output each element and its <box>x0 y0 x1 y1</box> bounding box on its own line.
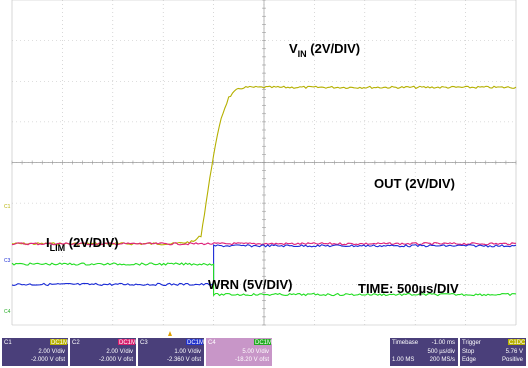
channel-tag-bg <box>186 339 203 345</box>
status-bar: C1 DC1M 2.00 V/div -2.000 V ofst C2 DC1M 2.00 … <box>2 338 526 366</box>
trigger-type: Edge <box>462 357 477 363</box>
channel-coupling: DC1M <box>119 340 136 346</box>
timebase-box[interactable] <box>390 338 458 366</box>
trigger-marker <box>168 331 172 336</box>
channel-offset: -2.000 V ofst <box>31 357 65 363</box>
ilim-label: ILIM (2V/DIV) <box>46 235 119 253</box>
channel-offset: -2.000 V ofst <box>99 357 133 363</box>
timebase-div: 500 µs/div <box>428 349 455 355</box>
marker-c4: C4 <box>4 309 11 315</box>
channel-vdiv: 5.00 V/div <box>242 349 269 355</box>
channel-name: C2 <box>72 340 80 346</box>
channel-vdiv: 1.00 V/div <box>174 349 201 355</box>
channel-offset: -18.20 V ofst <box>235 357 269 363</box>
trace-out <box>11 242 516 246</box>
channel-tag-bg <box>50 339 67 345</box>
trace-wrn <box>11 262 517 297</box>
time-label: TIME: 500µs/DIV <box>358 281 459 296</box>
marker-c1: C1 <box>4 204 11 210</box>
trigger-title: Trigger <box>462 340 481 346</box>
out-label: OUT (2V/DIV) <box>374 176 455 191</box>
channel-offset: -2.360 V ofst <box>167 357 201 363</box>
timebase-title: Timebase <box>392 340 419 346</box>
channel-markers: C1 C3 C4 <box>4 204 11 315</box>
trace-vin <box>11 85 517 246</box>
timebase-samples: 1.00 MS <box>392 357 414 363</box>
channel-tag-bg <box>118 339 135 345</box>
trigger-mode: Stop <box>462 349 475 355</box>
trigger-tag-bg <box>508 339 525 345</box>
timebase-delay: -1.00 ms <box>432 340 455 346</box>
traces <box>11 85 517 297</box>
trace-ilim <box>11 244 517 287</box>
trigger-source: C1DC <box>509 340 526 346</box>
trigger-slope: Positive <box>502 357 524 363</box>
channel-name: C4 <box>208 340 216 346</box>
channel-coupling: DC1M <box>51 340 68 346</box>
channel-vdiv: 2.00 V/div <box>106 349 133 355</box>
channel-name: C1 <box>4 340 12 346</box>
channel-vdiv: 2.00 V/div <box>38 349 65 355</box>
wrn-label: WRN (5V/DIV) <box>208 277 293 292</box>
channel-coupling: DC1M <box>187 340 204 346</box>
vin-label: VIN (2V/DIV) <box>289 41 360 59</box>
timebase-rate: 200 MS/s <box>430 357 455 363</box>
channel-tag-bg <box>254 339 271 345</box>
trigger-level: 5.76 V <box>506 349 523 355</box>
channel-name: C3 <box>140 340 148 346</box>
marker-c3: C3 <box>4 258 11 264</box>
channel-coupling: DC1M <box>255 340 272 346</box>
